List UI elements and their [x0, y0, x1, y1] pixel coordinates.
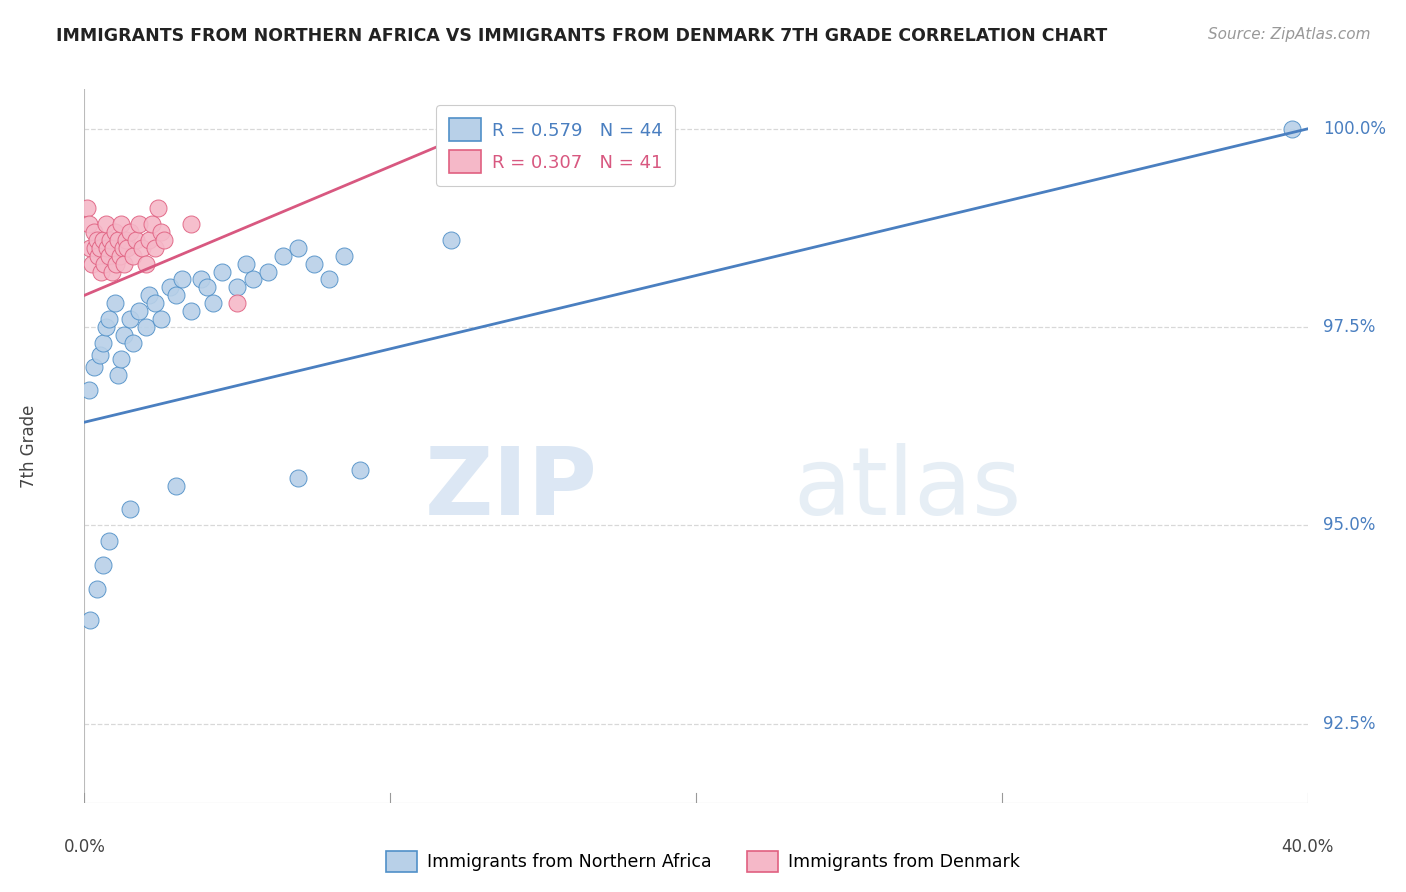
Point: [105, 257, 128, 271]
Point: [89, 241, 111, 255]
Point: [108, 249, 131, 263]
Point: [83, 359, 105, 374]
Point: [165, 478, 187, 492]
Point: [135, 257, 157, 271]
Point: [115, 241, 138, 255]
Point: [318, 272, 340, 286]
Point: [153, 233, 176, 247]
Point: [91, 558, 114, 572]
Point: [120, 502, 142, 516]
Point: [172, 272, 194, 286]
Point: [97, 249, 120, 263]
Point: [143, 296, 166, 310]
Point: [120, 225, 142, 239]
Point: [287, 471, 309, 485]
Point: [93, 257, 115, 271]
Point: [149, 312, 172, 326]
Point: [77, 384, 100, 398]
Point: [201, 296, 224, 310]
Point: [128, 304, 150, 318]
Point: [349, 463, 371, 477]
Point: [195, 280, 218, 294]
Text: Source: ZipAtlas.com: Source: ZipAtlas.com: [1208, 27, 1371, 42]
Point: [112, 257, 135, 271]
Point: [122, 249, 145, 263]
Point: [165, 288, 187, 302]
Point: [107, 233, 129, 247]
Point: [77, 217, 100, 231]
Point: [90, 264, 112, 278]
Point: [125, 233, 148, 247]
Point: [110, 217, 132, 231]
Point: [76, 201, 98, 215]
Text: 0.0%: 0.0%: [63, 838, 105, 856]
Point: [104, 296, 127, 310]
Text: 7th Grade: 7th Grade: [20, 404, 38, 488]
Legend: Immigrants from Northern Africa, Immigrants from Denmark: Immigrants from Northern Africa, Immigra…: [378, 844, 1028, 879]
Point: [440, 233, 463, 247]
Point: [159, 280, 181, 294]
Point: [287, 241, 309, 255]
Point: [190, 272, 212, 286]
Point: [91, 335, 114, 350]
Point: [128, 217, 150, 231]
Point: [135, 320, 157, 334]
Point: [94, 320, 117, 334]
Text: atlas: atlas: [794, 442, 1022, 535]
Point: [94, 217, 117, 231]
Point: [122, 335, 145, 350]
Point: [211, 264, 233, 278]
Point: [120, 312, 142, 326]
Point: [138, 233, 160, 247]
Point: [226, 280, 249, 294]
Text: 97.5%: 97.5%: [1323, 318, 1375, 336]
Point: [257, 264, 280, 278]
Point: [79, 614, 101, 628]
Point: [86, 233, 108, 247]
Point: [97, 534, 120, 549]
Text: IMMIGRANTS FROM NORTHERN AFRICA VS IMMIGRANTS FROM DENMARK 7TH GRADE CORRELATION: IMMIGRANTS FROM NORTHERN AFRICA VS IMMIG…: [56, 27, 1108, 45]
Text: 95.0%: 95.0%: [1323, 516, 1375, 534]
Point: [271, 249, 294, 263]
Point: [80, 257, 103, 271]
Point: [79, 241, 101, 255]
Point: [101, 264, 124, 278]
Text: ZIP: ZIP: [425, 442, 598, 535]
Point: [1281, 121, 1303, 136]
Point: [107, 368, 129, 382]
Point: [302, 257, 325, 271]
Legend: R = 0.579   N = 44, R = 0.307   N = 41: R = 0.579 N = 44, R = 0.307 N = 41: [436, 105, 675, 186]
Point: [97, 312, 120, 326]
Point: [84, 241, 107, 255]
Point: [226, 296, 249, 310]
Point: [143, 241, 166, 255]
Point: [180, 217, 202, 231]
Point: [146, 201, 169, 215]
Text: 100.0%: 100.0%: [1323, 120, 1386, 138]
Point: [114, 233, 136, 247]
Point: [110, 351, 132, 366]
Point: [149, 225, 172, 239]
Point: [103, 241, 125, 255]
Point: [83, 225, 105, 239]
Point: [141, 217, 163, 231]
Point: [242, 272, 264, 286]
Text: 40.0%: 40.0%: [1281, 838, 1334, 856]
Point: [180, 304, 202, 318]
Point: [87, 249, 110, 263]
Point: [96, 241, 118, 255]
Point: [333, 249, 356, 263]
Point: [86, 582, 108, 596]
Point: [104, 225, 127, 239]
Point: [111, 241, 134, 255]
Text: 92.5%: 92.5%: [1323, 714, 1375, 732]
Point: [138, 288, 160, 302]
Point: [89, 348, 111, 362]
Point: [235, 257, 257, 271]
Point: [112, 328, 135, 343]
Point: [91, 233, 114, 247]
Point: [131, 241, 153, 255]
Point: [98, 233, 121, 247]
